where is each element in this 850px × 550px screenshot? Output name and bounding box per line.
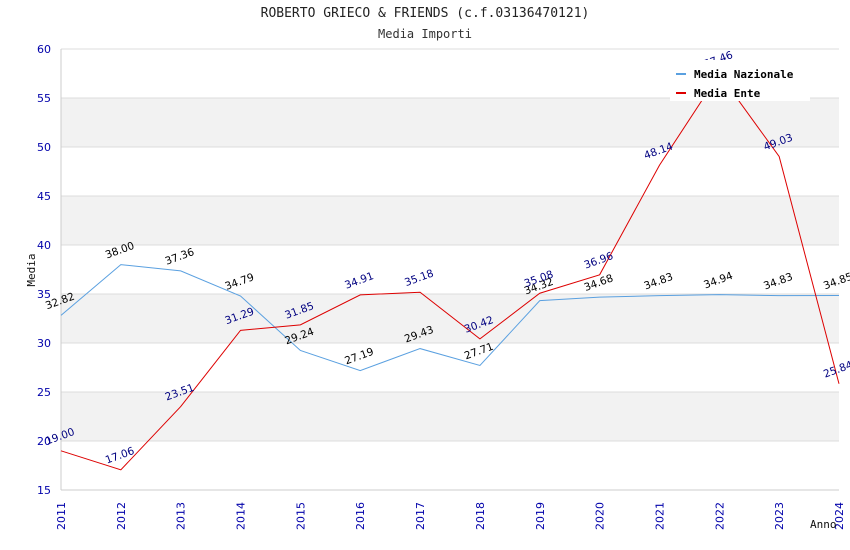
grid-band <box>61 245 839 294</box>
x-tick-label: 2014 <box>235 502 248 530</box>
y-tick-label: 60 <box>37 43 51 56</box>
x-tick-label: 2024 <box>833 502 846 530</box>
x-tick-label: 2023 <box>773 502 786 530</box>
x-tick-label: 2019 <box>534 502 547 530</box>
y-tick-label: 25 <box>37 386 51 399</box>
grid-band <box>61 294 839 343</box>
y-tick-label: 50 <box>37 141 51 154</box>
grid-band <box>61 343 839 392</box>
y-tick-label: 15 <box>37 484 51 497</box>
x-axis-title: Anno <box>810 518 837 531</box>
x-tick-label: 2011 <box>55 502 68 530</box>
y-tick-label: 55 <box>37 92 51 105</box>
x-tick-label: 2017 <box>414 502 427 530</box>
y-tick-label: 40 <box>37 239 51 252</box>
grid-band <box>61 392 839 441</box>
y-tick-label: 20 <box>37 435 51 448</box>
y-axis-title: Media <box>25 253 38 286</box>
grid-band <box>61 196 839 245</box>
x-tick-label: 2021 <box>653 502 666 530</box>
y-tick-label: 30 <box>37 337 51 350</box>
x-tick-label: 2020 <box>594 502 607 530</box>
x-tick-label: 2012 <box>115 502 128 530</box>
grid-band <box>61 147 839 196</box>
grid-band <box>61 441 839 490</box>
x-tick-label: 2013 <box>175 502 188 530</box>
legend-label: Media Ente <box>694 87 761 100</box>
x-tick-label: 2016 <box>354 502 367 530</box>
x-tick-label: 2018 <box>474 502 487 530</box>
grid-band <box>61 98 839 147</box>
y-tick-label: 35 <box>37 288 51 301</box>
y-tick-label: 45 <box>37 190 51 203</box>
legend-box <box>670 60 810 101</box>
chart-title: ROBERTO GRIECO & FRIENDS (c.f.0313647012… <box>260 6 590 21</box>
legend-label: Media Nazionale <box>694 68 794 81</box>
chart-subtitle: Media Importi <box>378 27 472 41</box>
series-line-0 <box>60 264 840 372</box>
x-tick-label: 2022 <box>713 502 726 530</box>
x-tick-label: 2015 <box>294 502 307 530</box>
